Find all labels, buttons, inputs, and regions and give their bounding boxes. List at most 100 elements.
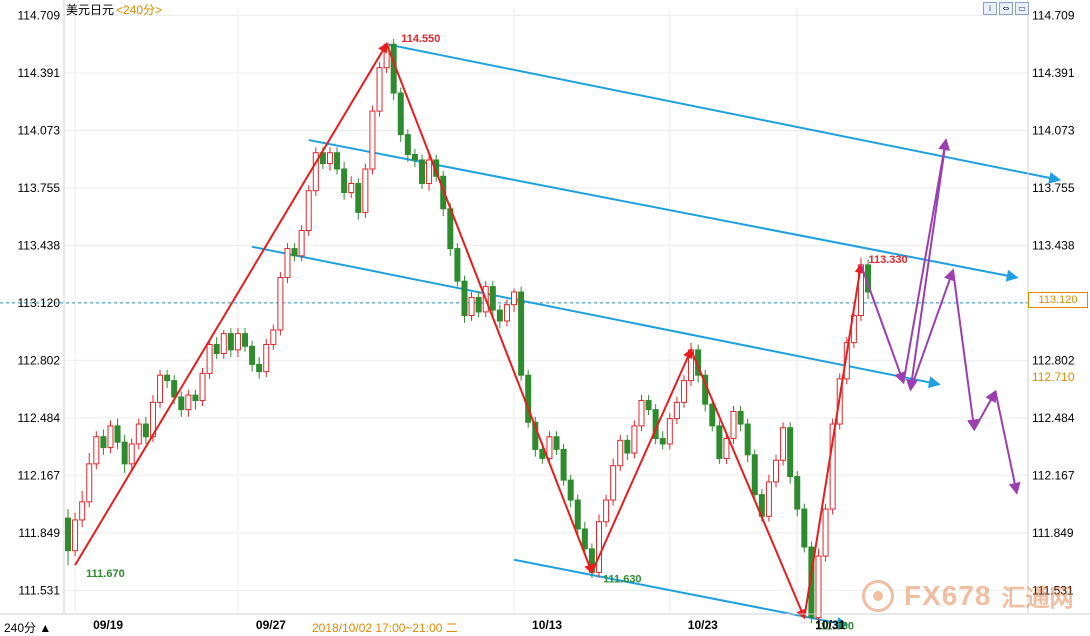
candle-body bbox=[737, 410, 744, 425]
zigzag-path-layer bbox=[74, 42, 865, 620]
candle-body bbox=[843, 342, 850, 380]
y-tick-right: 112.802 bbox=[1032, 353, 1075, 367]
candle-body bbox=[298, 230, 305, 257]
price-extreme-label: 111.670 bbox=[86, 568, 125, 580]
forecast-segment bbox=[909, 268, 956, 391]
price-extreme-label: 111.380 bbox=[815, 621, 854, 632]
expand-icon[interactable]: ⇔ bbox=[999, 2, 1013, 15]
candle-body bbox=[680, 380, 687, 403]
x-tick-label: 09/27 bbox=[256, 618, 286, 632]
candle-body bbox=[503, 304, 510, 322]
candle-body bbox=[220, 333, 227, 355]
forecast-segment bbox=[905, 139, 947, 392]
candle-body bbox=[659, 438, 666, 445]
candle-body bbox=[673, 401, 680, 420]
x-tick-label: 10/23 bbox=[688, 618, 718, 632]
candle-body bbox=[419, 159, 425, 184]
candle-body bbox=[234, 333, 241, 351]
candle-body bbox=[256, 363, 263, 373]
candle-body bbox=[560, 448, 567, 481]
period-label[interactable]: <240分> bbox=[116, 3, 163, 17]
current-price-tag: 113.120 bbox=[1028, 292, 1088, 308]
candle-body bbox=[72, 519, 79, 552]
y-tick-left: 112.167 bbox=[18, 468, 61, 482]
period-selector-button[interactable]: 240分 ▲ bbox=[4, 621, 52, 635]
candle-body bbox=[808, 546, 815, 619]
candle-body bbox=[787, 427, 794, 478]
window-icon[interactable]: ▭ bbox=[1015, 2, 1029, 15]
candle-body bbox=[751, 454, 758, 496]
candle-body bbox=[213, 343, 220, 355]
candle-body bbox=[511, 291, 518, 306]
y-tick-right: 114.709 bbox=[1032, 8, 1075, 22]
forecast-segment bbox=[902, 138, 951, 383]
candle-body bbox=[631, 425, 638, 454]
y-tick-right: 114.391 bbox=[1032, 66, 1075, 80]
candle-body bbox=[546, 436, 553, 459]
zigzag-segment bbox=[385, 43, 594, 575]
candle-body bbox=[603, 499, 610, 523]
y-tick-left: 114.391 bbox=[18, 66, 61, 80]
candle-body bbox=[199, 372, 206, 402]
info-icon[interactable]: i bbox=[983, 2, 997, 15]
watermark-cn: 汇通网 bbox=[1001, 585, 1074, 612]
candle-body bbox=[263, 343, 270, 373]
candle-body bbox=[716, 425, 723, 459]
candle-body bbox=[312, 152, 319, 192]
candle-body bbox=[348, 182, 355, 194]
candle-body bbox=[404, 134, 411, 156]
y-tick-right: 113.438 bbox=[1032, 238, 1075, 252]
y-tick-right: 114.073 bbox=[1032, 123, 1075, 137]
trend-channel-line bbox=[386, 43, 1062, 184]
candle-body bbox=[468, 296, 475, 317]
zigzag-segment bbox=[803, 262, 865, 618]
y-tick-left: 112.484 bbox=[18, 411, 61, 425]
candle-body bbox=[829, 423, 836, 510]
candle-body bbox=[86, 463, 93, 503]
candle-body bbox=[355, 182, 362, 213]
candle-body bbox=[206, 343, 213, 374]
forecast-segment bbox=[973, 389, 997, 430]
candle-body bbox=[744, 423, 751, 456]
watermark-brand: FX678 bbox=[904, 579, 992, 611]
trend-channel-line bbox=[251, 245, 941, 389]
candle-body bbox=[192, 394, 199, 402]
candle-body bbox=[79, 501, 86, 521]
candle-body bbox=[475, 296, 482, 313]
candle-body bbox=[581, 528, 588, 550]
price-extreme-label: 114.550 bbox=[401, 33, 440, 45]
candle-body bbox=[794, 476, 801, 510]
candle-body bbox=[709, 403, 716, 427]
y-tick-left: 113.120 bbox=[18, 296, 61, 310]
candle-body bbox=[666, 418, 673, 445]
candle-body bbox=[135, 423, 142, 445]
candle-body bbox=[461, 280, 468, 317]
candle-body bbox=[326, 152, 333, 165]
price-label-layer: 114.550 111.670 111.630 111.380 113.330 bbox=[86, 33, 907, 632]
candle-body bbox=[277, 277, 284, 331]
chart-toolbar: i ⇔ ▭ bbox=[983, 2, 1029, 15]
y-tick-left: 114.709 bbox=[18, 8, 61, 22]
candle-body bbox=[617, 439, 624, 467]
candle-body bbox=[171, 380, 178, 398]
y-tick-left: 111.849 bbox=[18, 526, 60, 540]
y-tick-left: 114.073 bbox=[18, 123, 61, 137]
candle-body bbox=[185, 394, 192, 411]
candle-body bbox=[334, 152, 341, 170]
candle-body bbox=[270, 329, 277, 345]
price-extreme-label: 111.630 bbox=[603, 573, 642, 585]
y-tick-left: 111.531 bbox=[18, 583, 60, 597]
x-tick-label: 09/19 bbox=[93, 618, 123, 632]
candle-body bbox=[284, 248, 291, 279]
forecast-path-layer bbox=[860, 138, 1021, 495]
y-tick-left: 112.802 bbox=[18, 353, 61, 367]
candle-body bbox=[178, 396, 185, 411]
candle-body bbox=[780, 427, 787, 461]
candle-body bbox=[227, 333, 234, 351]
candle-body bbox=[518, 291, 525, 376]
forecast-segment bbox=[952, 270, 979, 432]
zigzag-segment bbox=[690, 349, 806, 620]
candle-body bbox=[723, 438, 730, 459]
price-extreme-label: 113.330 bbox=[869, 254, 908, 266]
